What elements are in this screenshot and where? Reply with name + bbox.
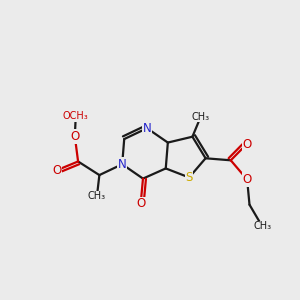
Text: O: O	[136, 197, 145, 210]
Text: O: O	[52, 164, 62, 177]
Text: CH₃: CH₃	[253, 221, 272, 232]
Text: N: N	[143, 122, 152, 135]
Text: O: O	[242, 138, 251, 151]
Text: CH₃: CH₃	[192, 112, 210, 122]
Text: O: O	[70, 130, 80, 143]
Text: S: S	[185, 171, 193, 184]
Text: CH₃: CH₃	[88, 191, 106, 201]
Text: OCH₃: OCH₃	[63, 111, 88, 121]
Text: N: N	[118, 158, 127, 171]
Text: O: O	[242, 173, 252, 186]
